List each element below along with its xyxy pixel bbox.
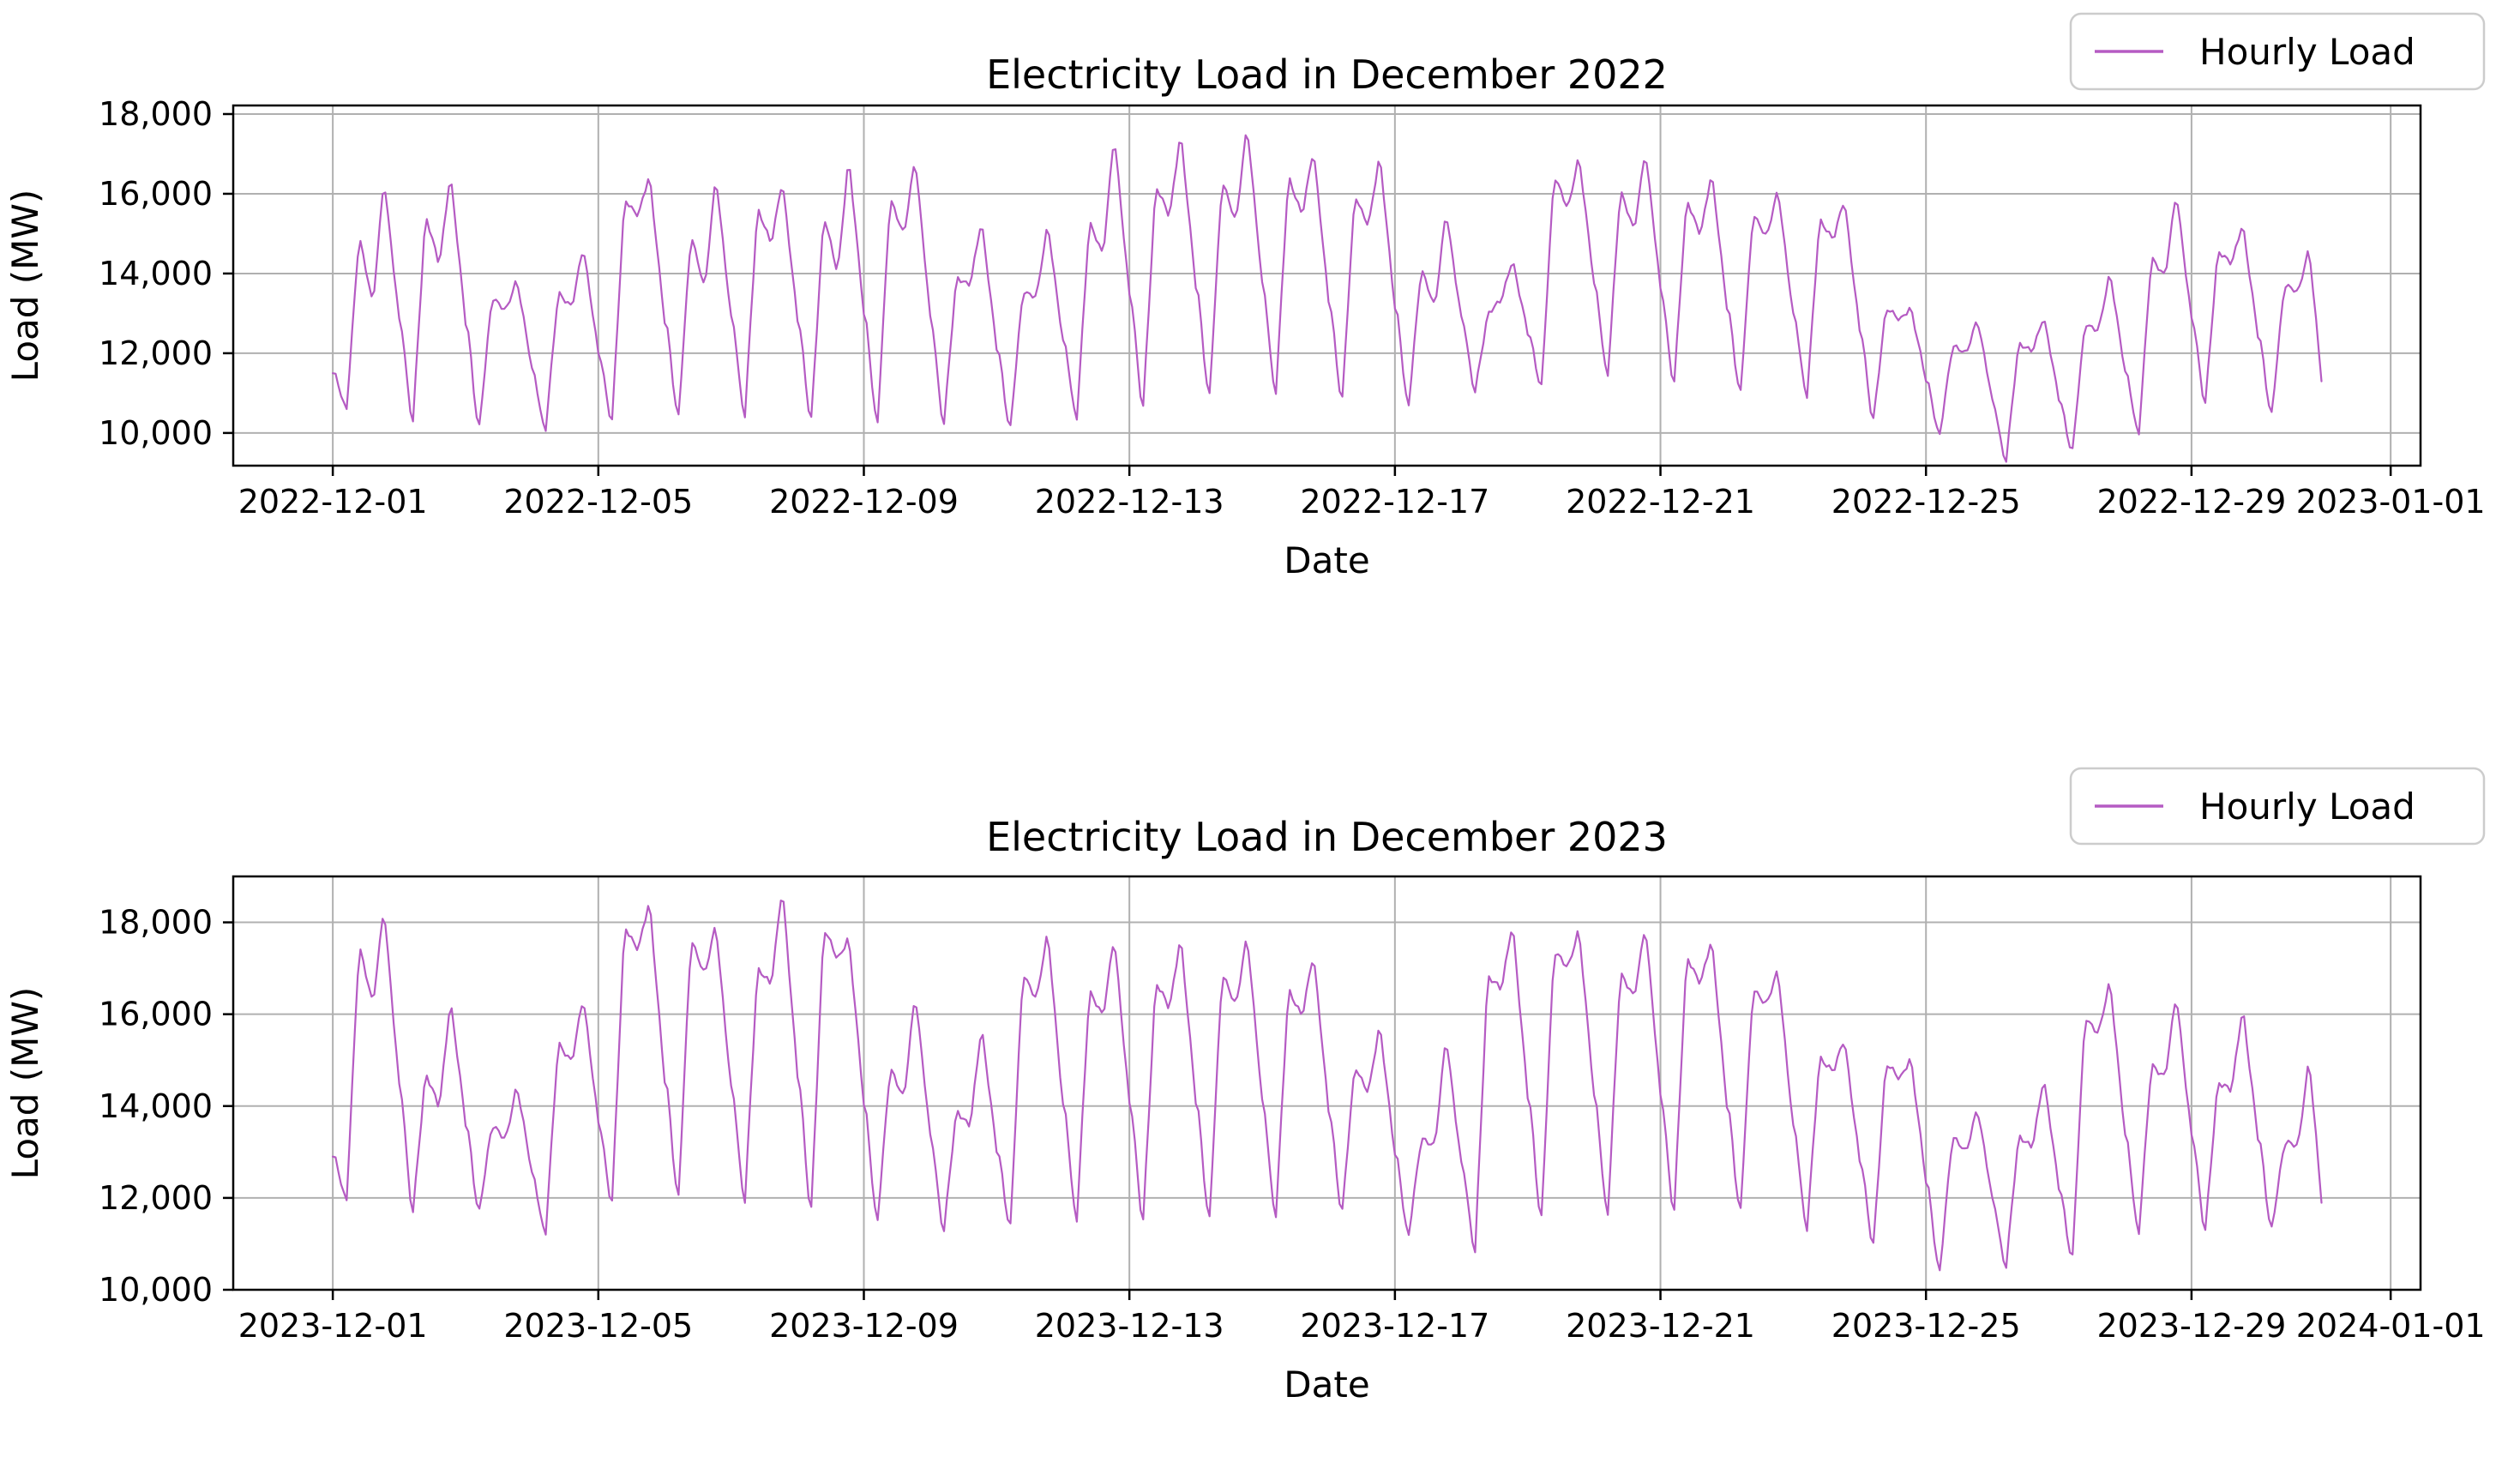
chart-december-2023: 2023-12-01 2023-12-05 2023-12-09 2023-12-13… <box>4 767 2486 1406</box>
y-axis-tick-label: 18,000 <box>99 904 213 942</box>
x-axis-tick-label: 2023-12-13 <box>1035 1307 1224 1345</box>
y-axis-tick-label: 12,000 <box>99 334 213 372</box>
legend-box <box>2069 767 2486 846</box>
x-axis-tick-label: 2022-12-09 <box>769 483 959 521</box>
y-axis-tick-label: 16,000 <box>99 175 213 213</box>
legend: Hourly Load <box>2069 767 2486 846</box>
x-axis-tick-label: 2023-01-01 <box>2296 483 2486 521</box>
x-axis-tick-label: 2024-01-01 <box>2296 1307 2486 1345</box>
y-axis-tick-label: 18,000 <box>99 95 213 133</box>
x-axis-tick-label: 2022-12-25 <box>1831 483 2021 521</box>
chart-title: Electricity Load in December 2022 <box>986 51 1668 98</box>
legend: Hourly Load <box>2069 12 2486 91</box>
x-axis-tick-label: 2022-12-13 <box>1035 483 1224 521</box>
x-axis-tick-label: 2023-12-01 <box>238 1307 428 1345</box>
x-axis-tick-label: 2023-12-25 <box>1831 1307 2021 1345</box>
y-axis-tick-label: 14,000 <box>99 255 213 292</box>
x-axis-tick-label: 2022-12-21 <box>1566 483 1755 521</box>
x-axis-tick-label: 2023-12-09 <box>769 1307 959 1345</box>
x-axis-tick-label: 2023-12-21 <box>1566 1307 1755 1345</box>
x-axis-tick-label: 2023-12-29 <box>2096 1307 2286 1345</box>
legend-box <box>2069 12 2486 91</box>
x-axis-label: Date <box>1284 1364 1369 1406</box>
legend-label: Hourly Load <box>2199 31 2415 73</box>
legend-label: Hourly Load <box>2199 786 2415 828</box>
y-axis-label: Load (MW) <box>4 190 46 382</box>
y-axis-tick-label: 14,000 <box>99 1087 213 1125</box>
y-axis-tick-label: 10,000 <box>99 414 213 452</box>
chart-title: Electricity Load in December 2023 <box>986 814 1668 860</box>
plot-area-border <box>232 875 2422 1291</box>
y-axis-label: Load (MW) <box>4 987 46 1180</box>
y-axis-tick-label: 10,000 <box>99 1271 213 1309</box>
x-axis-tick-label: 2022-12-29 <box>2096 483 2286 521</box>
x-axis-tick-label: 2023-12-05 <box>503 1307 693 1345</box>
chart-december-2022: 2022-12-01 2022-12-05 2022-12-09 2022-12-13… <box>4 12 2486 581</box>
y-axis-tick-label: 16,000 <box>99 996 213 1033</box>
hourly-load-line <box>332 899 2323 1272</box>
y-axis-tick-label: 12,000 <box>99 1179 213 1217</box>
x-axis-label: Date <box>1284 539 1369 581</box>
x-axis-tick-label: 2022-12-01 <box>238 483 428 521</box>
plot-area-border <box>232 104 2422 467</box>
hourly-load-line <box>332 134 2323 463</box>
x-axis-tick-label: 2023-12-17 <box>1300 1307 1489 1345</box>
x-axis-tick-label: 2022-12-05 <box>503 483 693 521</box>
x-axis-tick-label: 2022-12-17 <box>1300 483 1489 521</box>
